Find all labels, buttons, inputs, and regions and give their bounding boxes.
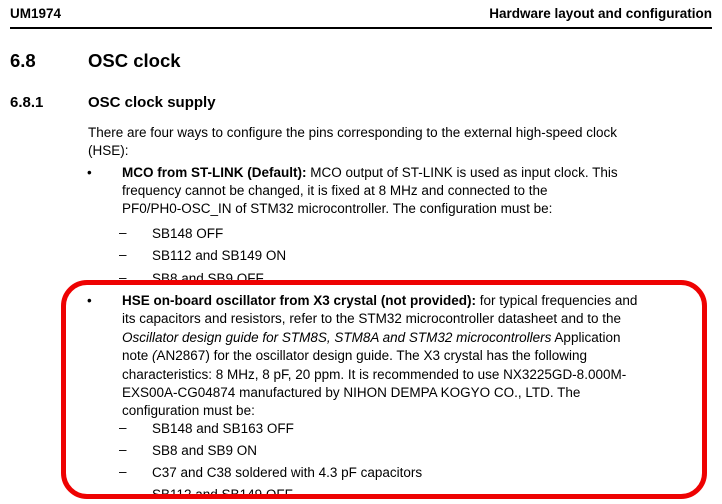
sub-item: – SB8 and SB9 OFF xyxy=(119,270,264,287)
dash-marker: – xyxy=(119,270,127,285)
bullet-item-hse-line-1: • HSE on-board oscillator from X3 crystal… xyxy=(87,293,638,309)
subsection-title: OSC clock supply xyxy=(88,94,216,111)
bullet-item-hse-line-2: its capacitors and resistors, refer to t… xyxy=(122,311,621,326)
sub-item-label: SB8 and SB9 ON xyxy=(152,443,258,458)
doc-id: UM1974 xyxy=(10,6,62,21)
section-title: OSC clock xyxy=(88,50,181,71)
sub-item: – SB112 and SB149 OFF xyxy=(119,486,293,503)
sub-item-label: SB112 and SB149 ON xyxy=(152,248,287,263)
sub-item-label: SB8 and SB9 OFF xyxy=(152,271,264,286)
dash-marker: – xyxy=(119,464,127,479)
bullet-hse-line-4-pre: note xyxy=(122,348,153,363)
bullet-item-hse-line-6: EXS00A-CG04874 manufactured by NIHON DEM… xyxy=(122,385,581,400)
bullet-mco-lead: MCO from ST-LINK (Default): xyxy=(122,165,307,180)
bullet-item-mco-line-2: frequency cannot be changed, it is fixed… xyxy=(122,183,548,198)
sub-item: – SB148 and SB163 OFF xyxy=(119,420,294,437)
bullet-item-hse-line-4: note (AN2867) for the oscillator design … xyxy=(122,348,587,364)
dash-marker: – xyxy=(119,420,127,435)
body-content: There are four ways to configure the pin… xyxy=(87,0,722,504)
sub-item: – C37 and C38 soldered with 4.3 pF capaci… xyxy=(119,464,423,481)
section-number: 6.8 xyxy=(10,50,36,71)
bullet-hse-line-4-rest: AN2867) for the oscillator design guide.… xyxy=(156,348,588,363)
header-rule xyxy=(10,27,712,29)
bullet-marker: • xyxy=(87,165,92,180)
sub-item-label: C37 and C38 soldered with 4.3 pF capacit… xyxy=(152,465,423,480)
bullet-marker: • xyxy=(87,293,92,308)
page-header: UM1974 Hardware layout and configuration xyxy=(10,6,712,21)
bullet-hse-line-3-rest: Application xyxy=(551,330,621,345)
intro-line-2: (HSE): xyxy=(88,143,129,158)
subsection-heading: 6.8.1 OSC clock supply xyxy=(10,94,712,111)
doc-title-italic: Oscillator design guide for STM8S, STM8A… xyxy=(122,330,552,345)
sub-item: – SB148 OFF xyxy=(119,225,224,242)
sub-item: – SB112 and SB149 ON xyxy=(119,247,287,264)
dash-marker: – xyxy=(119,247,127,262)
bullet-hse-lead-rest: for typical frequencies and xyxy=(476,293,638,308)
intro-line-1: There are four ways to configure the pin… xyxy=(88,125,618,140)
bullet-hse-line-4-paren: ( xyxy=(152,348,157,363)
chapter-title: Hardware layout and configuration xyxy=(489,6,712,21)
dash-marker: – xyxy=(119,442,127,457)
sub-item: – SB8 and SB9 ON xyxy=(119,442,258,459)
sub-item-label: SB148 OFF xyxy=(152,226,224,241)
bullet-item-hse-line-3: Oscillator design guide for STM8S, STM8A… xyxy=(122,330,620,346)
dash-marker: – xyxy=(119,486,127,501)
sub-item-label: SB112 and SB149 OFF xyxy=(152,487,293,502)
bullet-item-mco-line-1: • MCO from ST-LINK (Default): MCO output … xyxy=(87,165,618,181)
subsection-number: 6.8.1 xyxy=(10,94,44,111)
bullet-item-mco-line-3: PF0/PH0-OSC_IN of STM32 microcontroller.… xyxy=(122,201,553,216)
sub-item-label: SB148 and SB163 OFF xyxy=(152,421,294,436)
bullet-item-hse-line-5: characteristics: 8 MHz, 8 pF, 20 ppm. It… xyxy=(122,367,627,382)
section-heading: 6.8 OSC clock xyxy=(10,50,712,72)
bullet-mco-lead-rest: MCO output of ST-LINK is used as input c… xyxy=(306,165,618,180)
dash-marker: – xyxy=(119,225,127,240)
bullet-hse-lead: HSE on-board oscillator from X3 crystal … xyxy=(122,293,477,308)
bullet-item-hse-line-7: configuration must be: xyxy=(122,403,255,418)
